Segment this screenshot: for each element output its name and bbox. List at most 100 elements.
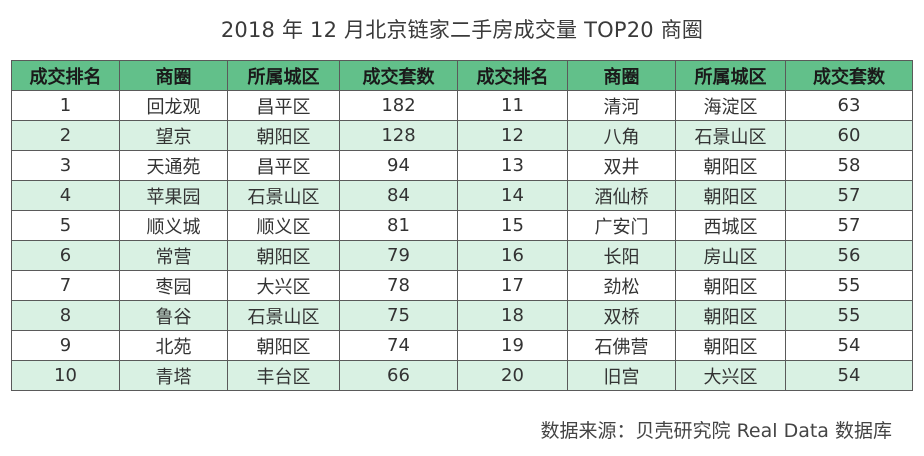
cell-area: 双井 [567, 150, 676, 181]
cell-count: 182 [339, 90, 458, 121]
table-row: 6 常营 朝阳区 79 16 长阳 房山区 56 [11, 240, 913, 271]
cell-rank: 2 [11, 120, 120, 151]
cell-district: 朝阳区 [227, 120, 340, 151]
header-district: 所属城区 [675, 60, 786, 91]
table-row: 9 北苑 朝阳区 74 19 石佛营 朝阳区 54 [11, 330, 913, 361]
table-row: 1 回龙观 昌平区 182 11 清河 海淀区 63 [11, 90, 913, 121]
header-rank: 成交排名 [11, 60, 120, 91]
cell-area: 双桥 [567, 300, 676, 331]
cell-rank: 3 [11, 150, 120, 181]
cell-district: 朝阳区 [227, 240, 340, 271]
cell-rank: 1 [11, 90, 120, 121]
cell-rank: 10 [11, 360, 120, 391]
cell-rank: 18 [457, 300, 568, 331]
cell-area: 顺义城 [119, 210, 228, 241]
cell-rank: 14 [457, 180, 568, 211]
cell-area: 天通苑 [119, 150, 228, 181]
cell-count: 63 [785, 90, 913, 121]
cell-rank: 17 [457, 270, 568, 301]
cell-district: 顺义区 [227, 210, 340, 241]
cell-district: 朝阳区 [227, 330, 340, 361]
cell-district: 大兴区 [227, 270, 340, 301]
table-row: 3 天通苑 昌平区 94 13 双井 朝阳区 58 [11, 150, 913, 181]
cell-district: 西城区 [675, 210, 786, 241]
cell-count: 54 [785, 330, 913, 361]
cell-district: 石景山区 [675, 120, 786, 151]
cell-area: 长阳 [567, 240, 676, 271]
table-row: 8 鲁谷 石景山区 75 18 双桥 朝阳区 55 [11, 300, 913, 331]
cell-count: 66 [339, 360, 458, 391]
cell-rank: 9 [11, 330, 120, 361]
cell-count: 54 [785, 360, 913, 391]
cell-count: 84 [339, 180, 458, 211]
cell-area: 石佛营 [567, 330, 676, 361]
cell-district: 海淀区 [675, 90, 786, 121]
header-area: 商圈 [567, 60, 676, 91]
cell-rank: 13 [457, 150, 568, 181]
cell-rank: 5 [11, 210, 120, 241]
chart-title: 2018 年 12 月北京链家二手房成交量 TOP20 商圈 [220, 18, 704, 42]
cell-rank: 16 [457, 240, 568, 271]
cell-rank: 19 [457, 330, 568, 361]
cell-district: 丰台区 [227, 360, 340, 391]
cell-rank: 11 [457, 90, 568, 121]
cell-count: 74 [339, 330, 458, 361]
cell-area: 常营 [119, 240, 228, 271]
cell-count: 56 [785, 240, 913, 271]
cell-district: 朝阳区 [675, 300, 786, 331]
ranking-table: 成交排名 商圈 所属城区 成交套数 成交排名 商圈 所属城区 成交套数 1 回龙观… [11, 60, 913, 391]
data-source-note: 数据来源：贝壳研究院 Real Data 数据库 [540, 420, 892, 442]
cell-area: 回龙观 [119, 90, 228, 121]
cell-rank: 4 [11, 180, 120, 211]
cell-count: 57 [785, 180, 913, 211]
table-row: 5 顺义城 顺义区 81 15 广安门 西城区 57 [11, 210, 913, 241]
cell-count: 57 [785, 210, 913, 241]
table-row: 4 苹果园 石景山区 84 14 酒仙桥 朝阳区 57 [11, 180, 913, 211]
table-header-row: 成交排名 商圈 所属城区 成交套数 成交排名 商圈 所属城区 成交套数 [11, 60, 913, 91]
table-row: 2 望京 朝阳区 128 12 八角 石景山区 60 [11, 120, 913, 151]
cell-count: 55 [785, 270, 913, 301]
table-body: 1 回龙观 昌平区 182 11 清河 海淀区 63 2 望京 朝阳区 128 12 八角 石景山区 60 3 天… [11, 90, 913, 391]
cell-area: 鲁谷 [119, 300, 228, 331]
cell-district: 石景山区 [227, 180, 340, 211]
header-rank: 成交排名 [457, 60, 568, 91]
cell-district: 朝阳区 [675, 180, 786, 211]
cell-area: 清河 [567, 90, 676, 121]
cell-area: 枣园 [119, 270, 228, 301]
cell-rank: 6 [11, 240, 120, 271]
cell-area: 广安门 [567, 210, 676, 241]
header-count: 成交套数 [785, 60, 913, 91]
cell-count: 94 [339, 150, 458, 181]
cell-district: 昌平区 [227, 90, 340, 121]
cell-rank: 8 [11, 300, 120, 331]
cell-count: 58 [785, 150, 913, 181]
cell-district: 朝阳区 [675, 270, 786, 301]
cell-area: 青塔 [119, 360, 228, 391]
cell-area: 北苑 [119, 330, 228, 361]
cell-district: 朝阳区 [675, 330, 786, 361]
header-district: 所属城区 [227, 60, 340, 91]
cell-count: 78 [339, 270, 458, 301]
table-row: 10 青塔 丰台区 66 20 旧宫 大兴区 54 [11, 360, 913, 391]
cell-area: 劲松 [567, 270, 676, 301]
cell-rank: 12 [457, 120, 568, 151]
cell-district: 房山区 [675, 240, 786, 271]
cell-area: 酒仙桥 [567, 180, 676, 211]
cell-count: 55 [785, 300, 913, 331]
cell-rank: 15 [457, 210, 568, 241]
cell-rank: 20 [457, 360, 568, 391]
cell-area: 旧宫 [567, 360, 676, 391]
cell-count: 81 [339, 210, 458, 241]
cell-count: 128 [339, 120, 458, 151]
cell-district: 昌平区 [227, 150, 340, 181]
cell-rank: 7 [11, 270, 120, 301]
cell-district: 大兴区 [675, 360, 786, 391]
cell-count: 79 [339, 240, 458, 271]
cell-area: 望京 [119, 120, 228, 151]
table-row: 7 枣园 大兴区 78 17 劲松 朝阳区 55 [11, 270, 913, 301]
cell-district: 朝阳区 [675, 150, 786, 181]
cell-area: 苹果园 [119, 180, 228, 211]
cell-area: 八角 [567, 120, 676, 151]
cell-district: 石景山区 [227, 300, 340, 331]
header-area: 商圈 [119, 60, 228, 91]
